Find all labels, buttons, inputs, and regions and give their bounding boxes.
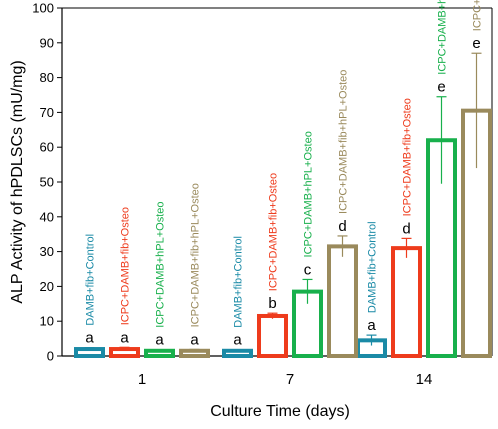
y-tick-label: 30	[40, 244, 54, 259]
bar	[257, 313, 288, 359]
significance-letter: e	[437, 79, 445, 96]
y-tick-label: 20	[40, 279, 54, 294]
significance-letter: a	[155, 332, 164, 349]
significance-letter: a	[190, 331, 199, 348]
series-label: ICPC+DAMB+fib+Osteo	[268, 173, 280, 291]
y-tick-label: 100	[32, 1, 54, 16]
series-label: ICPC+DAMB+hPL+Osteo	[155, 201, 167, 327]
series-label: ICPC+DAMB+fib+Osteo	[402, 98, 414, 216]
y-tick-label: 10	[40, 314, 54, 329]
bar	[461, 108, 492, 358]
significance-letter: a	[233, 332, 242, 349]
significance-letter: d	[338, 218, 346, 235]
y-tick-label: 70	[40, 105, 54, 120]
significance-letter: e	[472, 35, 480, 52]
significance-letter: b	[268, 295, 276, 312]
bars-group: a DAMB+fib+Control a DAMB+fib+Control a DAMB+…	[74, 0, 492, 359]
series-label: ICPC+DAMB+hPL+Osteo	[303, 131, 315, 257]
bar	[391, 246, 422, 358]
x-category-label: 1	[138, 371, 146, 388]
significance-letter: a	[85, 330, 94, 347]
y-tick-label: 0	[47, 349, 54, 364]
series-label: ICPC+DAMB+fib+hPL+Osteo	[338, 70, 350, 214]
significance-letter: d	[402, 220, 410, 237]
series-label: ICPC+DAMB+fib+Osteo	[120, 207, 132, 325]
y-tick-label: 80	[40, 70, 54, 85]
x-category-label: 14	[416, 371, 433, 388]
x-category-label: 7	[286, 371, 294, 388]
significance-letter: c	[304, 261, 312, 278]
y-tick-label: 40	[40, 209, 54, 224]
series-label: ICPC+DAMB+fib+hPL+Osteo	[472, 0, 484, 31]
y-tick-label: 90	[40, 35, 54, 50]
significance-letter: a	[120, 329, 129, 346]
x-axis-title: Culture Time (days)	[210, 403, 350, 420]
y-tick-label: 50	[40, 175, 54, 190]
bar	[327, 244, 358, 359]
series-label: DAMB+fib+Control	[233, 236, 245, 328]
y-axis-title: ALP Activity of hPDLSCs (mU/mg)	[9, 60, 26, 303]
series-label: DAMB+fib+Control	[85, 234, 97, 326]
y-tick-label: 60	[40, 140, 54, 155]
series-label: DAMB+fib+Control	[367, 221, 379, 313]
series-label: ICPC+DAMB+hPL+Osteo	[437, 0, 449, 75]
significance-letter: a	[367, 317, 376, 334]
series-label: ICPC+DAMB+fib+hPL+Osteo	[190, 183, 202, 327]
